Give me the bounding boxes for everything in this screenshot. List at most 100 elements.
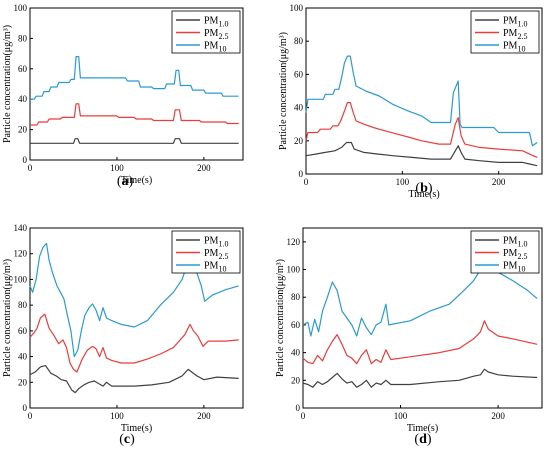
panel-label-letter: c (124, 432, 130, 447)
panel-label-open: ( (117, 174, 122, 189)
legend-label-subscript: 1.0 (517, 20, 527, 29)
legend-label-subscript: 2.5 (218, 32, 228, 41)
plot-frame (302, 227, 543, 409)
panel-label-open: ( (119, 432, 124, 447)
series-line-pm10 (30, 138, 239, 144)
plot-frame (29, 227, 244, 409)
y-axis-label: Particle concentration(μg/m³) (2, 259, 13, 377)
legend-label-subscript: 2.5 (517, 32, 527, 41)
legend-label-subscript: 2.5 (218, 252, 228, 261)
chart-panel-a: 0 20 40 60 80 100 0 100 200 Time(s) Particle conce… (2, 3, 244, 189)
chart-panel-b: 0 20 40 60 80 100 0 100 200 Time(s) Particle conce… (278, 3, 543, 200)
x-tick-label: 0 (304, 177, 309, 187)
y-tick-label: 40 (18, 352, 28, 362)
legend-label: PM2.5 (503, 28, 527, 41)
y-tick-label: 0 (296, 403, 301, 413)
x-tick-label: 0 (301, 411, 306, 421)
legend-label-base: PM (204, 41, 219, 52)
legend-label-subscript: 2.5 (517, 252, 527, 261)
panel-label-letter: a (122, 174, 129, 189)
legend-label-base: PM (503, 16, 518, 27)
series-line-pm25 (302, 320, 538, 365)
x-axis-label: Time(s) (121, 175, 152, 186)
legend-label-base: PM (204, 236, 219, 247)
legend-label: PM10 (204, 41, 226, 54)
x-tick-label: 200 (491, 411, 505, 421)
y-tick-label: 0 (23, 403, 28, 413)
legend-label: PM1.0 (503, 16, 527, 29)
panel-label-close: ) (130, 432, 135, 447)
x-tick-label: 100 (110, 163, 124, 173)
legend-label: PM10 (204, 261, 226, 274)
panel-label: (d) (414, 432, 431, 447)
legend-label: PM1.0 (204, 236, 228, 249)
legend-label-subscript: 10 (218, 45, 226, 54)
legend-label-base: PM (503, 28, 518, 39)
legend-label-base: PM (204, 248, 219, 259)
legend-label: PM10 (503, 261, 525, 274)
y-tick-label: 40 (18, 94, 28, 104)
series-line-pm10 (302, 368, 538, 388)
x-tick-label: 200 (197, 411, 211, 421)
y-tick-label: 0 (299, 169, 304, 179)
y-tick-label: 80 (18, 33, 28, 43)
legend-label-base: PM (204, 28, 219, 39)
x-tick-label: 100 (396, 177, 410, 187)
series-line-pm25 (29, 313, 239, 373)
x-tick-label: 0 (28, 411, 33, 421)
y-axis-label: Particle concentration(μg/m³) (278, 32, 289, 150)
panel-label-close: ) (129, 174, 134, 189)
panel-label: (a) (117, 174, 134, 189)
x-axis-label: Time(s) (408, 189, 439, 200)
series-line-pm10 (305, 141, 538, 167)
x-axis-label: Time(s) (121, 423, 152, 434)
y-tick-label: 100 (14, 274, 28, 284)
y-tick-label: 40 (291, 348, 301, 358)
series-line-pm25 (30, 103, 239, 126)
panel-label-letter: d (419, 432, 427, 447)
legend-label-base: PM (204, 261, 219, 272)
legend-label: PM1.0 (503, 236, 527, 249)
y-tick-label: 60 (18, 326, 28, 336)
y-tick-label: 60 (18, 64, 28, 74)
legend-label: PM2.5 (204, 248, 228, 261)
legend-label-base: PM (503, 236, 518, 247)
y-tick-label: 80 (18, 300, 28, 310)
x-axis-label: Time(s) (407, 423, 438, 434)
legend-label-base: PM (204, 16, 219, 27)
legend-label-subscript: 10 (517, 265, 525, 274)
y-tick-label: 0 (23, 155, 28, 165)
y-tick-label: 40 (294, 103, 304, 113)
panel-label: (b) (415, 181, 432, 196)
series-line-pm25 (305, 101, 538, 158)
panel-label-close: ) (427, 432, 432, 447)
y-axis-label: Particle concentration(μg/m³) (2, 25, 13, 143)
legend-label-subscript: 10 (517, 45, 525, 54)
x-tick-label: 200 (197, 163, 211, 173)
x-tick-label: 200 (492, 177, 506, 187)
y-tick-label: 20 (18, 125, 28, 135)
y-tick-label: 60 (291, 320, 301, 330)
y-tick-label: 20 (18, 377, 28, 387)
legend-label-subscript: 1.0 (517, 240, 527, 249)
y-tick-label: 60 (294, 69, 304, 79)
legend-label: PM10 (503, 41, 525, 54)
plot-frame (305, 7, 543, 175)
x-tick-label: 100 (394, 411, 408, 421)
series-line-pm10 (29, 365, 239, 394)
legend-label: PM2.5 (204, 28, 228, 41)
y-tick-label: 20 (294, 136, 304, 146)
series-line-pm10 (30, 55, 239, 100)
y-tick-label: 100 (287, 265, 301, 275)
y-tick-label: 100 (290, 3, 304, 13)
panel-label: (c) (119, 432, 135, 447)
y-tick-label: 120 (14, 249, 28, 259)
panel-label-open: ( (415, 181, 420, 196)
y-tick-label: 140 (14, 223, 28, 233)
